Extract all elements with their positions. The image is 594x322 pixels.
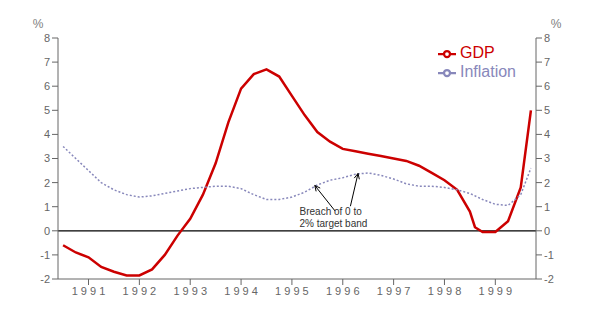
svg-text:8: 8 bbox=[44, 32, 50, 44]
svg-text:1 9 9 4: 1 9 9 4 bbox=[224, 285, 258, 297]
svg-text:4: 4 bbox=[44, 128, 50, 140]
svg-text:4: 4 bbox=[544, 128, 550, 140]
svg-text:2: 2 bbox=[44, 177, 50, 189]
html-text:GDP: GDP bbox=[460, 44, 495, 61]
svg-text:1 9 9 5: 1 9 9 5 bbox=[275, 285, 309, 297]
svg-text:-2: -2 bbox=[544, 273, 554, 285]
svg-text:7: 7 bbox=[44, 56, 50, 68]
svg-text:1: 1 bbox=[44, 201, 50, 213]
svg-text:1 9 9 3: 1 9 9 3 bbox=[173, 285, 207, 297]
html-text:Inflation: Inflation bbox=[460, 62, 516, 80]
svg-text:3: 3 bbox=[44, 152, 50, 164]
svg-text:0: 0 bbox=[544, 225, 550, 237]
svg-text:6: 6 bbox=[544, 80, 550, 92]
svg-text:6: 6 bbox=[44, 80, 50, 92]
svg-text:%: % bbox=[551, 17, 562, 31]
svg-text:Breach of 0 to2% target band: Breach of 0 to2% target band bbox=[300, 206, 368, 229]
svg-text:1 9 9 1: 1 9 9 1 bbox=[72, 285, 106, 297]
svg-text:5: 5 bbox=[44, 104, 50, 116]
svg-text:1 9 9 6: 1 9 9 6 bbox=[326, 285, 360, 297]
svg-text:-1: -1 bbox=[40, 249, 50, 261]
svg-text:%: % bbox=[33, 17, 44, 31]
svg-text:-1: -1 bbox=[544, 249, 554, 261]
svg-text:1 9 9 2: 1 9 9 2 bbox=[123, 285, 157, 297]
svg-text:5: 5 bbox=[544, 104, 550, 116]
svg-text:2: 2 bbox=[544, 177, 550, 189]
svg-text:1 9 9 9: 1 9 9 9 bbox=[478, 285, 512, 297]
svg-text:7: 7 bbox=[544, 56, 550, 68]
svg-text:3: 3 bbox=[544, 152, 550, 164]
svg-text:-2: -2 bbox=[40, 273, 50, 285]
svg-text:0: 0 bbox=[44, 225, 50, 237]
svg-text:8: 8 bbox=[544, 32, 550, 44]
svg-text:1: 1 bbox=[544, 201, 550, 213]
svg-text:1 9 9 8: 1 9 9 8 bbox=[428, 285, 462, 297]
svg-text:1 9 9 7: 1 9 9 7 bbox=[377, 285, 411, 297]
